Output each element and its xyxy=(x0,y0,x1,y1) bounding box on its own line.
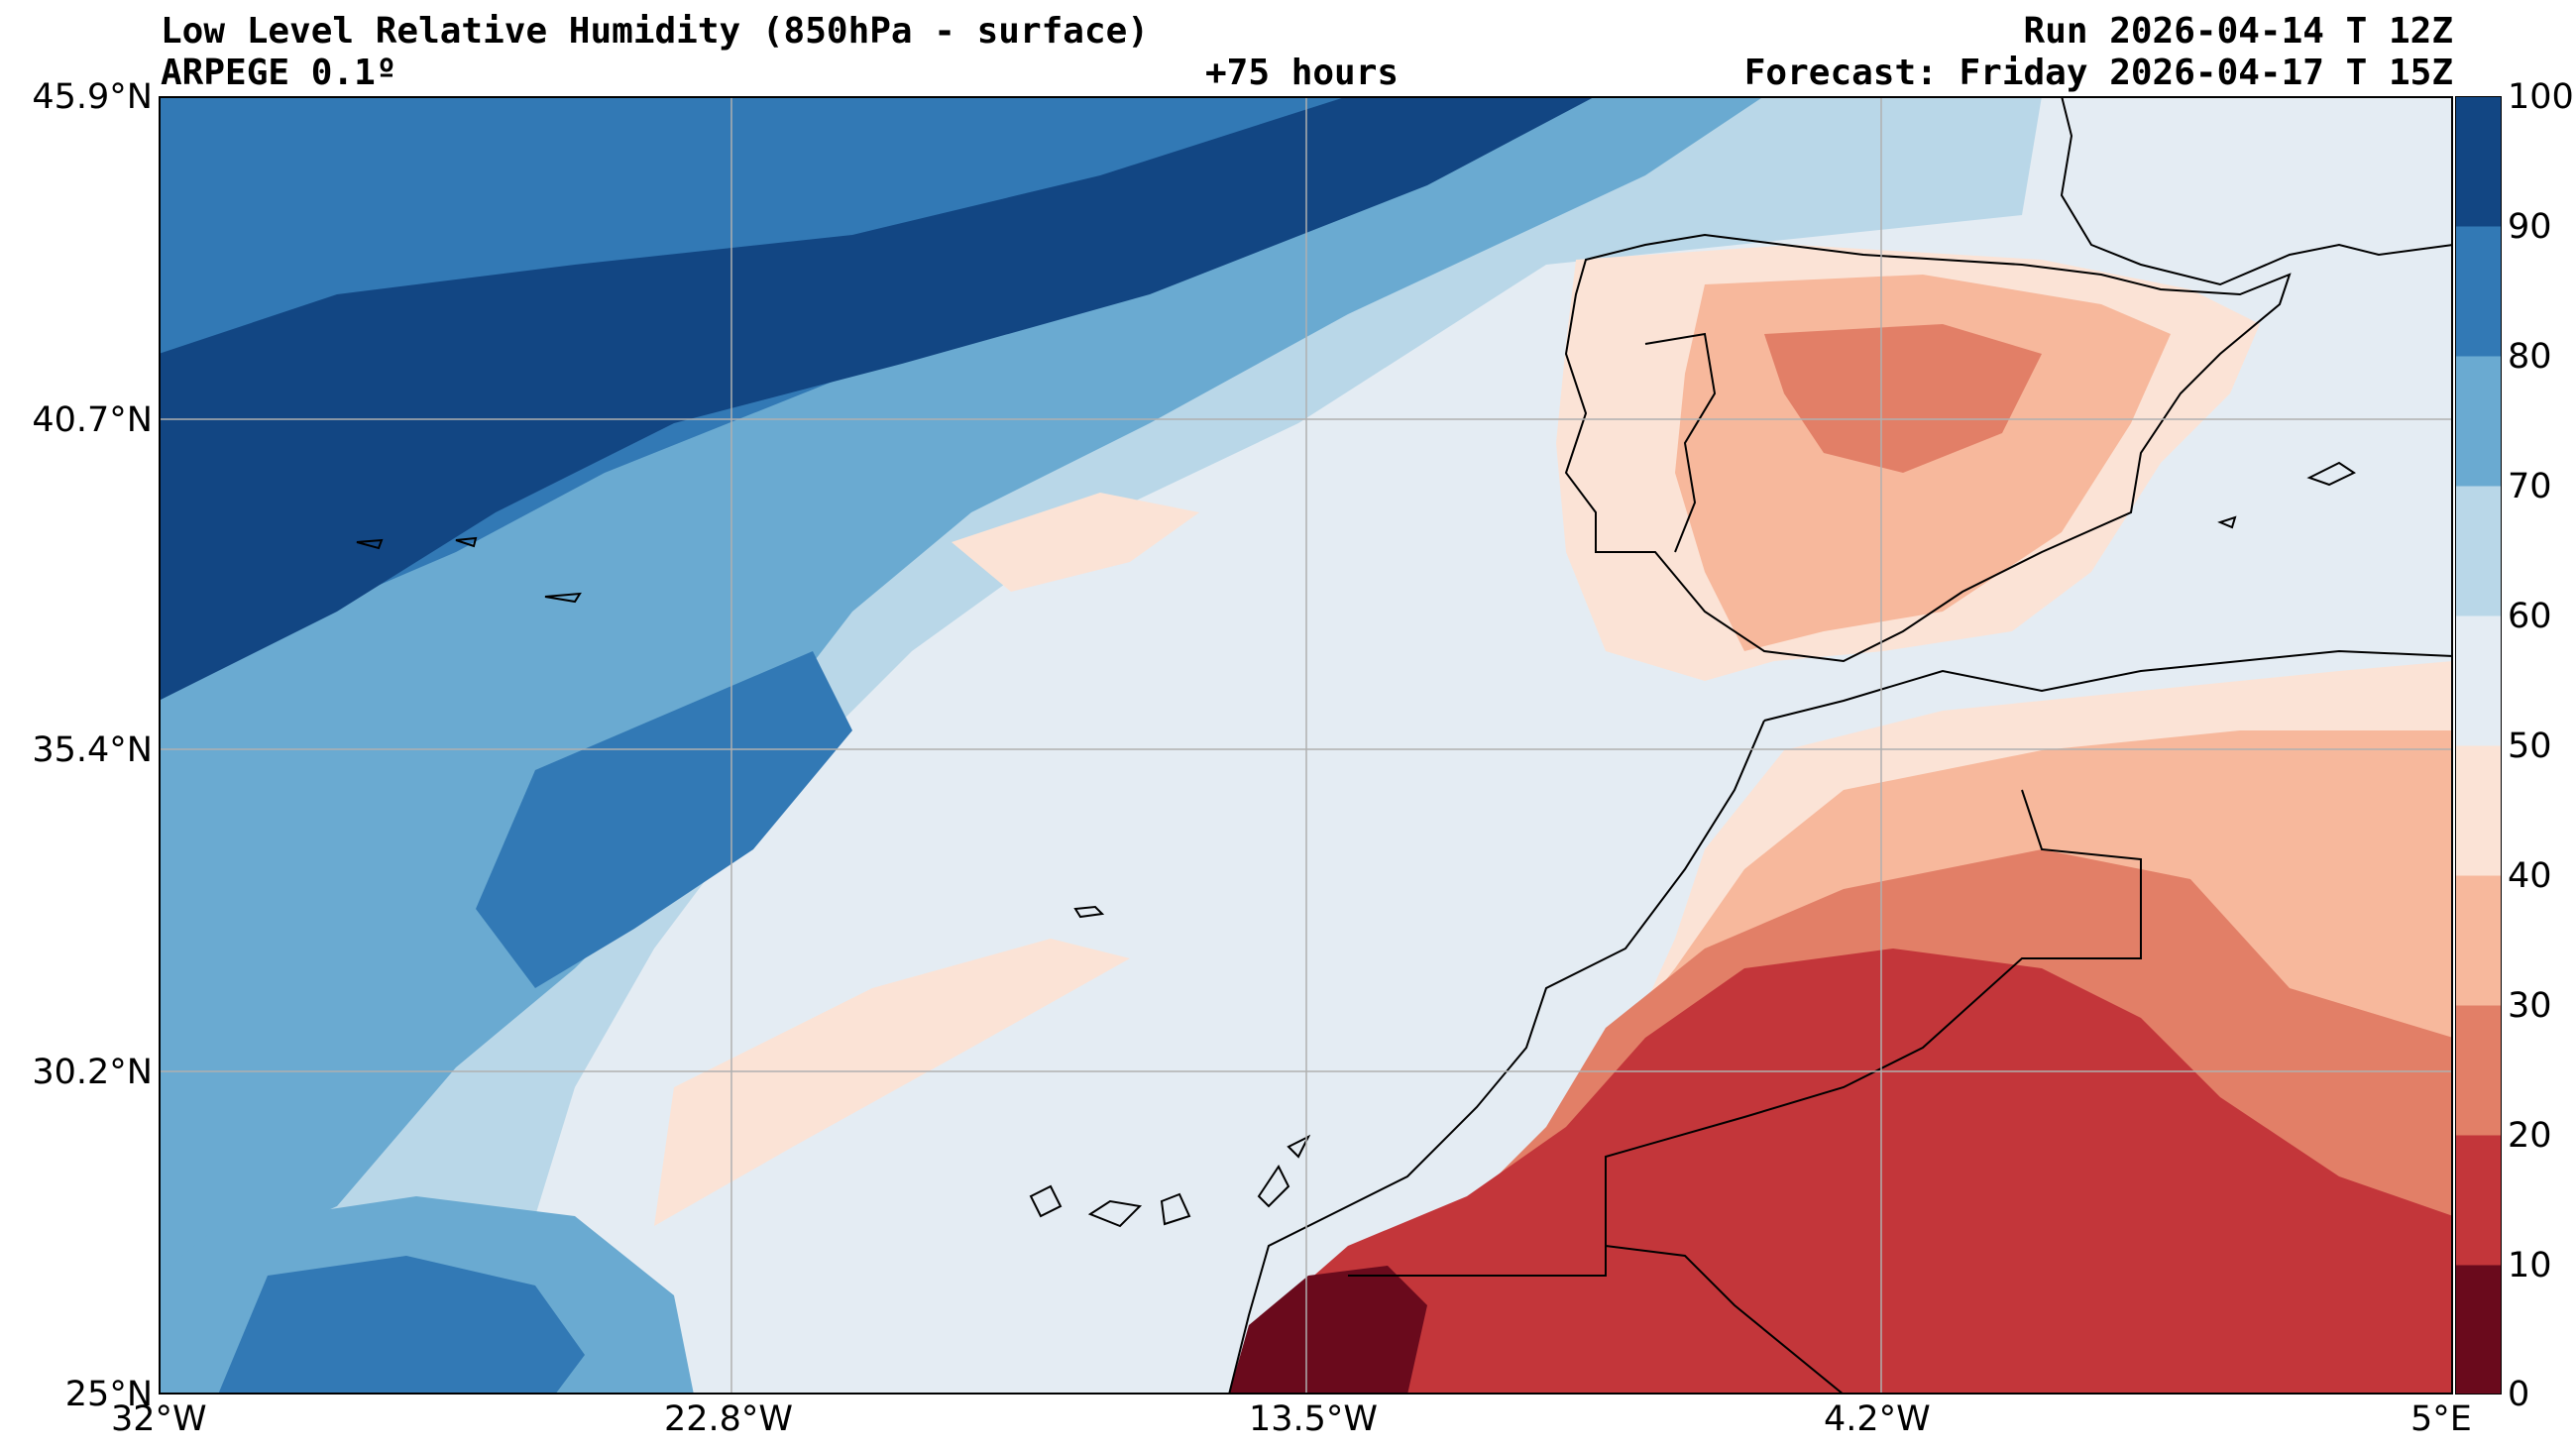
coastlines xyxy=(356,96,2453,1395)
africa-dry-0 xyxy=(1229,1266,1427,1395)
map-title: Low Level Relative Humidity (850hPa - su… xyxy=(161,11,1149,52)
colorbar-label: 80 xyxy=(2508,337,2552,377)
colorbar-bin xyxy=(2455,615,2502,746)
balearic-islands xyxy=(2217,461,2357,529)
lon-label: 22.8°W xyxy=(664,1399,794,1439)
africa-dry-10 xyxy=(1229,949,2453,1395)
madeira-island xyxy=(1073,905,1105,919)
lon-label: 32°W xyxy=(111,1399,207,1439)
colorbar-bin xyxy=(2455,1265,2502,1395)
moist-region-90 xyxy=(159,96,1596,701)
colorbar-label: 40 xyxy=(2508,856,2552,896)
moist-region-80-mid xyxy=(476,651,852,988)
colorbar-bin xyxy=(2455,745,2502,876)
border-portugal xyxy=(1644,332,1717,553)
colorbar-bin xyxy=(2455,356,2502,487)
colorbar-label: 50 xyxy=(2508,726,2552,766)
colorbar-label: 60 xyxy=(2508,597,2552,636)
gridlines xyxy=(159,96,2453,1395)
colorbar-bin xyxy=(2455,486,2502,616)
border-algeria xyxy=(1605,789,2142,1246)
forecast-time: Forecast: Friday 2026-04-17 T 15Z xyxy=(1743,53,2453,93)
colorbar-bin xyxy=(2455,96,2502,227)
lat-label: 40.7°N xyxy=(32,400,153,440)
africa-coastline xyxy=(1228,649,2453,1395)
colorbar-bin xyxy=(2455,226,2502,357)
lat-label: 35.4°N xyxy=(32,730,153,770)
moist-region-80-sw xyxy=(218,1256,585,1395)
model-name: ARPEGE 0.1º xyxy=(161,53,397,93)
iberia-coastline xyxy=(1564,233,2292,663)
lat-label: 30.2°N xyxy=(32,1053,153,1092)
france-coastline xyxy=(2060,96,2453,286)
humidity-map xyxy=(159,96,2453,1395)
lat-label: 25°N xyxy=(64,1375,153,1414)
colorbar-label: 10 xyxy=(2508,1246,2552,1285)
colorbar-label: 30 xyxy=(2508,986,2552,1026)
lon-label: 13.5°W xyxy=(1249,1399,1379,1439)
azores-islands xyxy=(356,536,582,604)
map-frame xyxy=(159,96,2453,1395)
lon-label: 5°E xyxy=(2410,1399,2472,1439)
iberia-dry-20 xyxy=(1764,324,2042,473)
colorbar-bin xyxy=(2455,1005,2502,1136)
colorbar-bin xyxy=(2455,875,2502,1006)
colorbar-label: 0 xyxy=(2508,1375,2530,1414)
dry-streak-40b xyxy=(654,939,1130,1226)
colorbar-label: 90 xyxy=(2508,207,2552,247)
lon-label: 4.2°W xyxy=(1824,1399,1931,1439)
run-time: Run 2026-04-14 T 12Z xyxy=(2023,11,2453,52)
dry-streak-40 xyxy=(952,493,1199,592)
lead-time: +75 hours xyxy=(1205,53,1400,93)
colorbar xyxy=(2455,96,2502,1395)
colorbar-label: 100 xyxy=(2508,77,2574,117)
colorbar-label: 70 xyxy=(2508,467,2552,506)
colorbar-bin xyxy=(2455,1135,2502,1266)
lat-label: 45.9°N xyxy=(32,77,153,117)
canary-islands xyxy=(1029,1134,1311,1228)
border-sahara xyxy=(1348,1244,1845,1395)
colorbar-label: 20 xyxy=(2508,1116,2552,1156)
